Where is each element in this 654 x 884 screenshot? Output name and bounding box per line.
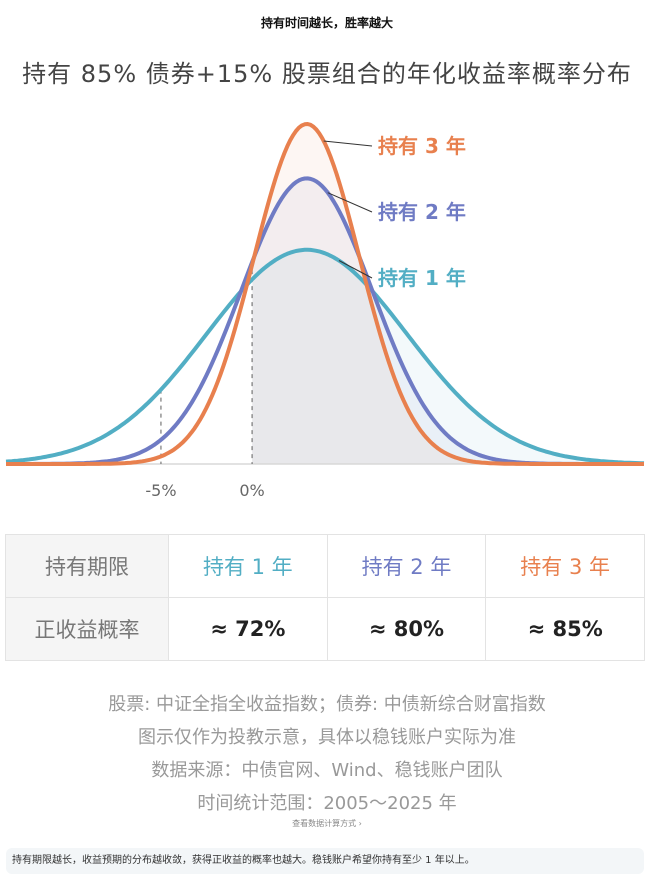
series-label-2-year: 持有 2 年 (378, 200, 466, 224)
table-cell-prob-2: ≈ 80% (326, 597, 487, 661)
footer-note: 持有期限越长，收益预期的分布越收敛，获得正收益的概率也越大。稳钱账户希望你持有至… (6, 848, 644, 874)
table-head-period: 持有期限 (5, 534, 169, 598)
positive-area-fill-2 (252, 178, 644, 464)
table-cell-prob-3: ≈ 85% (485, 597, 645, 661)
series-line-1-year (5, 247, 645, 466)
series-leader-line-2 (327, 192, 373, 213)
series-label-1-year: 持有 1 年 (378, 266, 466, 290)
note-time-range: 时间统计范围：2005～2025 年 (197, 793, 457, 814)
table-head-probability: 正收益概率 (5, 597, 169, 661)
notes-block: 股票: 中证全指全收益指数；债券: 中债新综合财富指数 图示仅作为投教示意，具体… (0, 688, 654, 820)
series-leader-line-1 (338, 260, 373, 279)
distribution-chart: 持有 1 年持有 2 年持有 3 年 -5% 0% (5, 122, 645, 500)
series-line-3-year (6, 122, 644, 466)
page-title: 持有 85% 债券+15% 股票组合的年化收益率概率分布 (22, 60, 632, 88)
note-disclaimer: 图示仅作为投教示意，具体以稳钱账户实际为准 (138, 727, 516, 748)
note-index-source: 股票: 中证全指全收益指数；债券: 中债新综合财富指数 (108, 694, 546, 715)
x-tick-minus5: -5% (145, 481, 176, 500)
table-row-probabilities: 正收益概率 ≈ 72% ≈ 80% ≈ 85% (5, 597, 645, 661)
x-tick-zero: 0% (239, 481, 264, 500)
table-row-periods: 持有期限 持有 1 年 持有 2 年 持有 3 年 (5, 534, 645, 598)
table-cell-period-2: 持有 2 年 (326, 534, 487, 598)
positive-area-fill-1 (252, 249, 644, 464)
series-leader-line-3 (323, 140, 373, 147)
calc-method-link[interactable]: 查看数据计算方式 › (292, 819, 362, 828)
table-cell-period-1: 持有 1 年 (168, 534, 328, 598)
header-subtitle: 持有时间越长，胜率越大 (260, 16, 393, 30)
table-cell-prob-1: ≈ 72% (168, 597, 328, 661)
series-label-3-year: 持有 3 年 (378, 134, 466, 158)
note-data-source: 数据来源：中债官网、Wind、稳钱账户团队 (151, 760, 503, 781)
positive-area-fill-3 (252, 124, 644, 464)
probability-table: 持有期限 持有 1 年 持有 2 年 持有 3 年 正收益概率 ≈ 72% ≈ … (5, 534, 645, 661)
table-cell-period-3: 持有 3 年 (485, 534, 645, 598)
